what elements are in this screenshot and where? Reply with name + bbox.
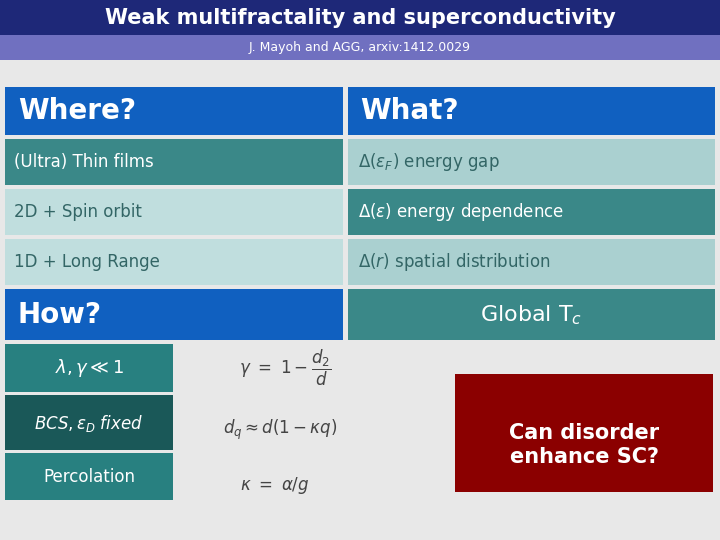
Text: enhance SC?: enhance SC?	[510, 447, 659, 467]
Text: Can disorder: Can disorder	[509, 423, 659, 443]
Text: (Ultra) Thin films: (Ultra) Thin films	[14, 153, 154, 171]
Text: $\Delta(\epsilon_F)$ energy gap: $\Delta(\epsilon_F)$ energy gap	[358, 151, 500, 173]
Bar	[5, 139, 343, 185]
Bar	[5, 289, 343, 340]
Text: $BCS, \epsilon_D\ fixed$: $BCS, \epsilon_D\ fixed$	[35, 413, 143, 434]
Text: Where?: Where?	[18, 97, 136, 125]
Bar	[348, 87, 715, 135]
Text: Percolation: Percolation	[43, 468, 135, 486]
Bar	[5, 395, 173, 450]
Bar	[5, 189, 343, 235]
Text: J. Mayoh and AGG, arxiv:1412.0029: J. Mayoh and AGG, arxiv:1412.0029	[249, 42, 471, 55]
Bar	[5, 344, 173, 392]
Text: $\lambda, \gamma \ll 1$: $\lambda, \gamma \ll 1$	[55, 357, 123, 379]
Bar	[348, 289, 715, 340]
Text: $\Delta(\epsilon)$ energy dependence: $\Delta(\epsilon)$ energy dependence	[358, 201, 564, 223]
Bar	[348, 139, 715, 185]
Bar	[455, 374, 713, 492]
Text: $\Delta(r)$ spatial distribution: $\Delta(r)$ spatial distribution	[358, 251, 550, 273]
Bar	[5, 453, 173, 500]
Bar	[348, 189, 715, 235]
Text: Weak multifractality and superconductivity: Weak multifractality and superconductivi…	[104, 8, 616, 28]
Text: $\kappa\ =\ \alpha/g$: $\kappa\ =\ \alpha/g$	[240, 475, 310, 496]
Text: What?: What?	[360, 97, 459, 125]
Bar	[5, 87, 343, 135]
Bar	[0, 0, 720, 35]
Bar	[348, 239, 715, 285]
Text: $\gamma\ =\ 1 - \dfrac{d_2}{d}$: $\gamma\ =\ 1 - \dfrac{d_2}{d}$	[239, 348, 331, 388]
Text: How?: How?	[18, 301, 102, 329]
Text: $d_q \approx d(1-\kappa q)$: $d_q \approx d(1-\kappa q)$	[223, 418, 337, 442]
Text: 2D + Spin orbit: 2D + Spin orbit	[14, 203, 142, 221]
Bar	[5, 239, 343, 285]
Text: 1D + Long Range: 1D + Long Range	[14, 253, 160, 271]
Bar	[0, 35, 720, 60]
Text: Global T$_c$: Global T$_c$	[480, 303, 582, 327]
